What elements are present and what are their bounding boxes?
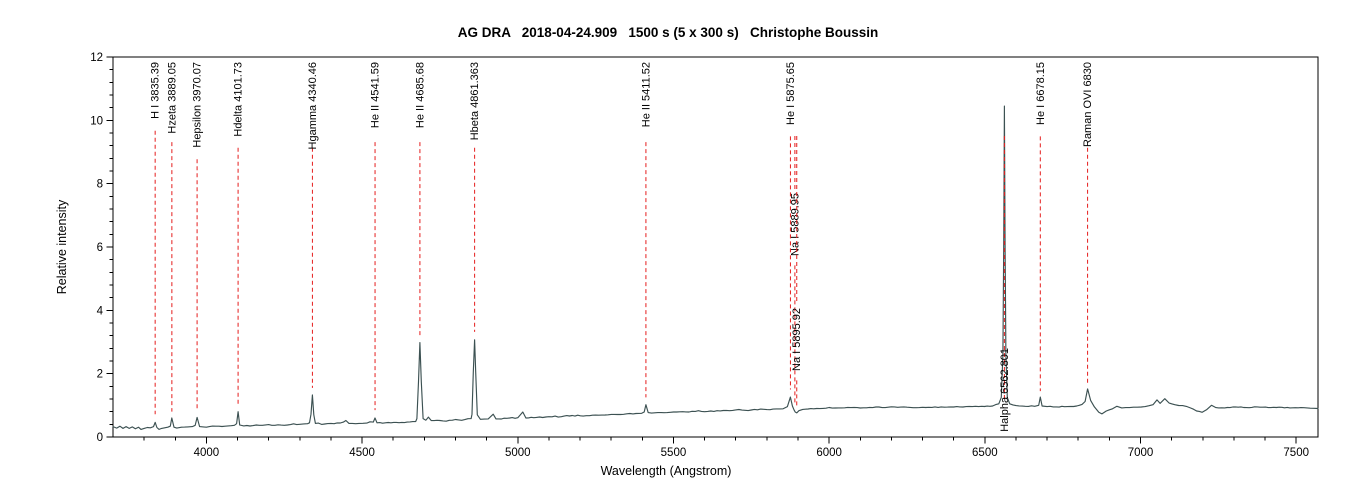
chart-title: AG DRA 2018-04-24.909 1500 s (5 x 300 s)… xyxy=(458,25,878,40)
y-tick-label: 12 xyxy=(90,52,103,64)
spectral-line-markers: H I 3835.39 Hzeta 3889.05 Hepsilon 3970.07… xyxy=(150,62,1094,432)
x-tick-label: 5500 xyxy=(661,447,687,459)
spectrum-trace xyxy=(112,105,1319,430)
line-marker-label: Na I 5889.95 xyxy=(789,193,801,256)
plot-border xyxy=(112,56,1319,438)
x-tick-label: 5000 xyxy=(505,447,531,459)
x-tick-label: 6000 xyxy=(816,447,842,459)
line-marker-label: H I 3835.39 xyxy=(150,62,162,119)
x-tick-label: 4500 xyxy=(349,447,375,459)
y-tick-label: 6 xyxy=(97,242,103,254)
line-marker-label: He I 6678.15 xyxy=(1035,62,1047,125)
x-tick-label: 4000 xyxy=(194,447,220,459)
line-marker-label: Hbeta 4861.363 xyxy=(469,62,481,140)
line-marker-label: Hgamma 4340.46 xyxy=(307,62,319,149)
line-marker-label: Hepsilon 3970.07 xyxy=(192,62,204,148)
y-tick-label: 0 xyxy=(97,432,103,444)
x-tick-label: 7500 xyxy=(1283,447,1309,459)
line-marker-label: Hzeta 3889.05 xyxy=(166,62,178,134)
y-tick-label: 10 xyxy=(90,115,103,127)
line-marker-label: Raman OVI 6830 xyxy=(1082,62,1094,147)
y-tick-label: 8 xyxy=(97,179,103,191)
plot-area: 4000 4500 5000 5500 6000 6500 7000 7500 0 2 4 6 8 10 1… xyxy=(90,52,1319,459)
line-marker-label: He II 4541.59 xyxy=(370,62,382,128)
x-axis-title: Wavelength (Angstrom) xyxy=(601,464,732,478)
x-tick-label: 7000 xyxy=(1128,447,1154,459)
line-marker-label: Na I 5895.92 xyxy=(791,308,803,371)
line-marker-label: He II 4685.68 xyxy=(414,62,426,128)
line-marker-label: He II 5411.52 xyxy=(640,62,652,127)
y-tick-label: 4 xyxy=(97,305,104,317)
x-tick-label: 6500 xyxy=(972,447,998,459)
y-axis-title: Relative intensity xyxy=(55,199,69,294)
y-axis-ticks: 0 2 4 6 8 10 12 xyxy=(90,52,113,444)
line-marker-label: Hdelta 4101.73 xyxy=(233,62,245,137)
line-marker-label: Halpha 6562.801 xyxy=(999,348,1011,432)
y-tick-label: 2 xyxy=(97,369,103,381)
line-marker-label: He I 5875.65 xyxy=(785,62,797,125)
x-axis-ticks: 4000 4500 5000 5500 6000 6500 7000 7500 xyxy=(143,437,1309,459)
